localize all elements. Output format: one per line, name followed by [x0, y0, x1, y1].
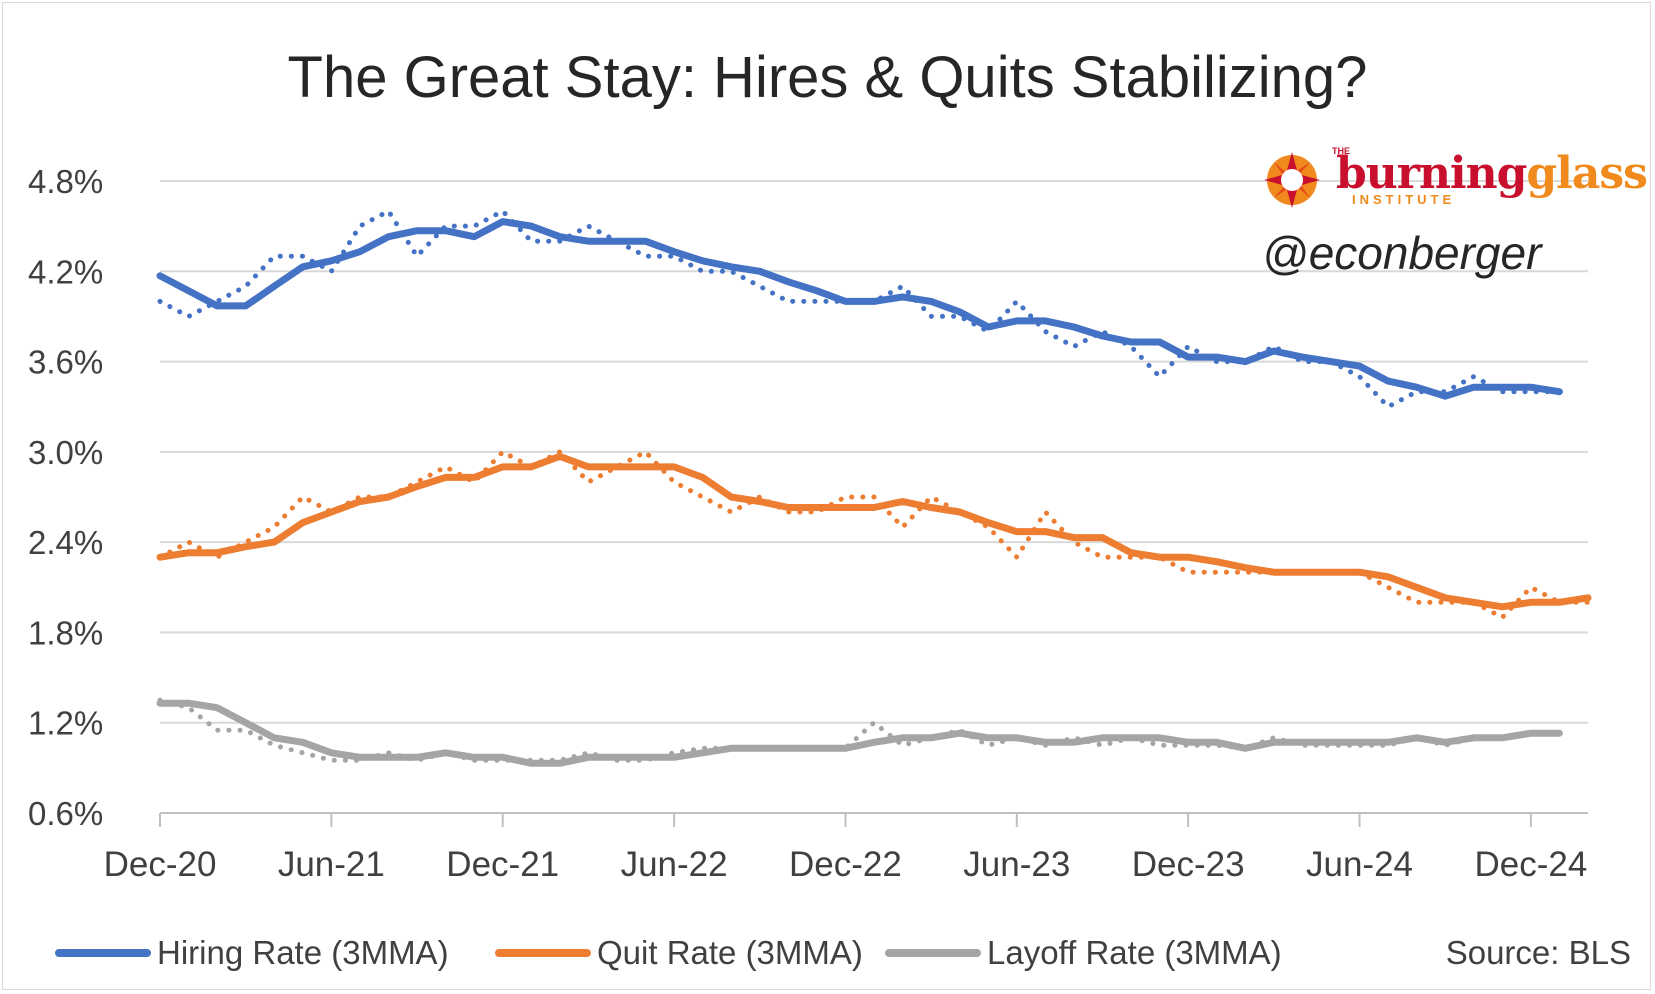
brand-institute: INSTITUTE	[1352, 192, 1456, 207]
legend-item-quit: Quit Rate (3MMA)	[495, 934, 863, 972]
legend-swatch-layoff	[885, 949, 981, 957]
y-tick-label: 3.0%	[28, 434, 103, 471]
x-tick-label: Dec-22	[789, 845, 902, 884]
y-tick-label: 0.6%	[28, 795, 103, 832]
brand-the: THE	[1332, 146, 1350, 156]
x-tick-label: Jun-24	[1306, 845, 1413, 884]
x-tick-label: Jun-22	[621, 845, 728, 884]
y-tick-label: 1.8%	[28, 614, 103, 651]
brand-word-glass: glass	[1526, 148, 1648, 199]
series-line-layoff-rate-monthly	[157, 697, 1562, 763]
chart-title: The Great Stay: Hires & Quits Stabilizin…	[287, 45, 1368, 110]
brand-word-burning: burning	[1336, 148, 1527, 199]
y-tick-label: 2.4%	[28, 524, 103, 561]
legend-label-layoff: Layoff Rate (3MMA)	[987, 934, 1282, 971]
y-tick-label: 4.2%	[28, 253, 103, 290]
source-note: Source: BLS	[1445, 934, 1631, 971]
x-tick-label: Dec-24	[1474, 845, 1587, 884]
y-tick-label: 4.8%	[28, 163, 103, 200]
author-handle: @econberger	[1262, 227, 1542, 279]
legend-swatch-quit	[495, 949, 591, 957]
legend-item-layoff: Layoff Rate (3MMA)	[885, 934, 1282, 972]
series-line-quit-rate-3mma	[156, 452, 1592, 611]
series-line-layoff-rate-3mma	[156, 699, 1563, 767]
legend-label-hiring: Hiring Rate (3MMA)	[157, 934, 449, 971]
x-tick-label: Jun-23	[963, 845, 1070, 884]
sun-logo-icon	[1264, 152, 1320, 208]
x-tick-label: Dec-23	[1132, 845, 1245, 884]
y-tick-label: 3.6%	[28, 344, 103, 381]
x-tick-label: Dec-21	[446, 845, 559, 884]
legend-label-quit: Quit Rate (3MMA)	[597, 934, 863, 971]
legend-item-hiring: Hiring Rate (3MMA)	[55, 934, 449, 972]
y-tick-label: 1.2%	[28, 705, 103, 742]
series-line-hiring-rate-3mma	[156, 218, 1563, 400]
burning-glass-logo: THE burningglass INSTITUTE	[1262, 146, 1648, 210]
x-tick-label: Dec-20	[104, 845, 217, 884]
chart-legend: Hiring Rate (3MMA) Quit Rate (3MMA) Layo…	[55, 934, 1645, 978]
x-tick-label: Jun-21	[278, 845, 385, 884]
legend-swatch-hiring	[55, 949, 151, 957]
brand-wordmark: burningglass	[1336, 148, 1648, 199]
series-line-quit-rate-monthly	[157, 449, 1591, 620]
